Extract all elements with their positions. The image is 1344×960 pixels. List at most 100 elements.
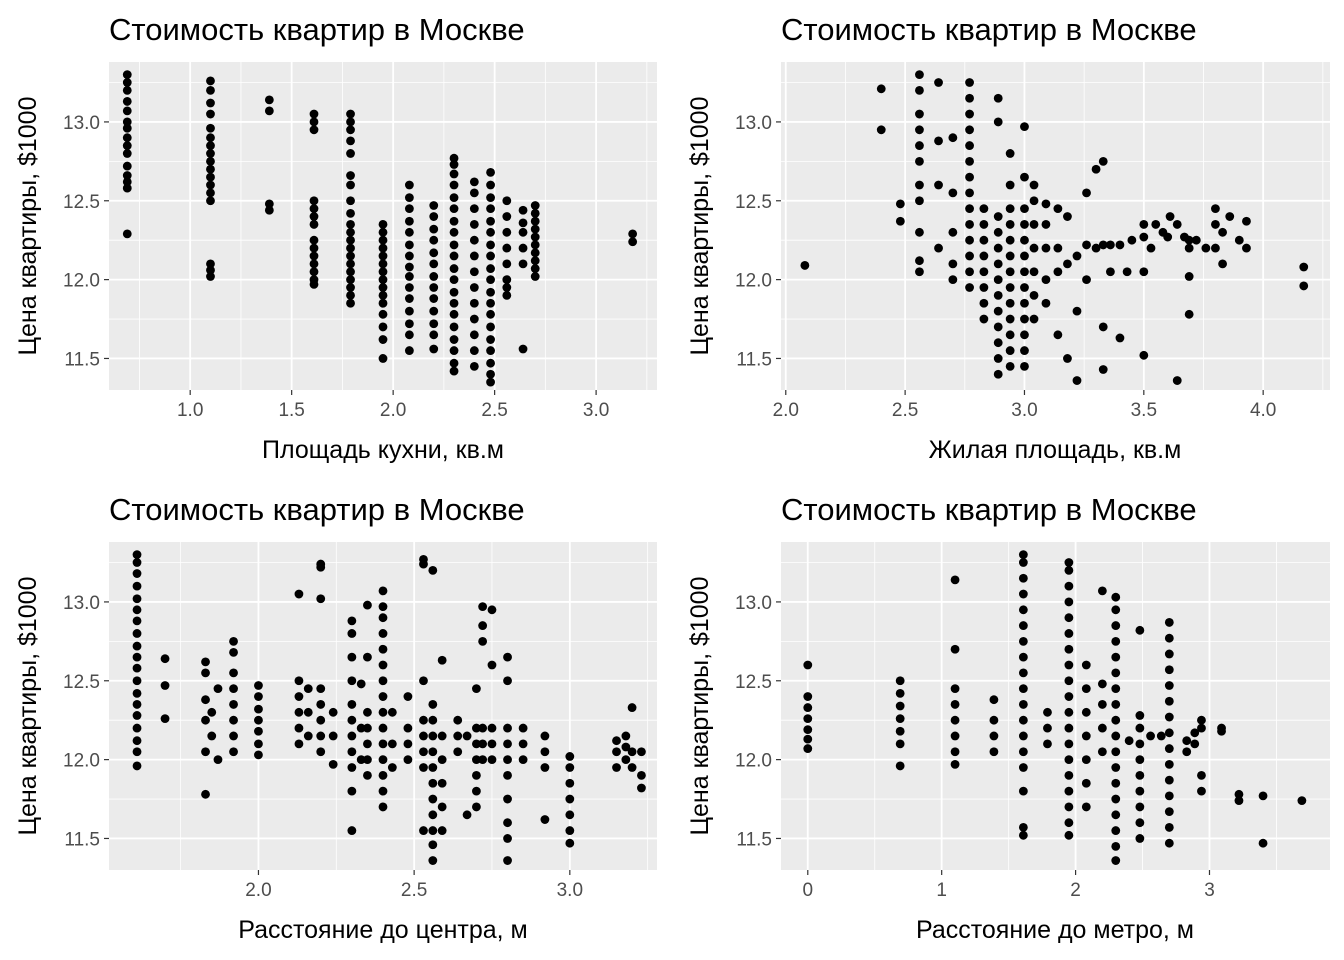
data-point <box>486 240 495 250</box>
data-point <box>1041 243 1051 253</box>
data-point <box>1043 739 1052 749</box>
y-tick-label: 11.5 <box>736 829 772 850</box>
data-point <box>437 778 447 788</box>
y-axis-label: Цена квартиры, $1000 <box>686 577 714 836</box>
data-point <box>1029 290 1039 300</box>
data-point <box>965 125 974 135</box>
data-point <box>404 306 414 316</box>
data-point <box>429 201 439 210</box>
x-axis-label: Расстояние до метро, м <box>916 916 1194 944</box>
data-point <box>1064 830 1074 840</box>
data-point <box>518 259 528 269</box>
data-point <box>1064 802 1074 812</box>
data-point <box>1172 220 1182 229</box>
y-tick-label: 13.0 <box>735 113 772 134</box>
data-point <box>1064 629 1074 638</box>
data-point <box>1111 700 1121 709</box>
data-point <box>346 149 355 158</box>
data-point <box>1172 376 1182 385</box>
data-point <box>122 97 132 106</box>
data-point <box>1018 763 1028 772</box>
data-point <box>1164 681 1174 690</box>
data-point <box>206 141 215 150</box>
y-axis-label: Цена квартиры, $1000 <box>686 97 714 356</box>
data-point <box>229 700 238 709</box>
data-point <box>1098 156 1108 166</box>
data-point <box>469 346 479 355</box>
data-point <box>1165 212 1175 221</box>
data-point <box>428 763 438 772</box>
data-point <box>469 267 479 277</box>
data-point <box>1211 243 1220 253</box>
data-point <box>1258 791 1268 801</box>
y-tick-label: 12.0 <box>63 751 100 772</box>
data-point <box>132 629 142 638</box>
data-point <box>378 723 388 733</box>
data-point <box>469 251 479 261</box>
data-point <box>449 287 459 297</box>
data-point <box>502 275 512 285</box>
data-point <box>378 259 388 269</box>
data-point <box>518 739 528 749</box>
data-point <box>950 684 960 694</box>
data-point <box>404 251 414 261</box>
data-point <box>993 243 1003 253</box>
data-point <box>1115 240 1125 250</box>
data-point <box>565 826 575 835</box>
data-point <box>419 554 428 564</box>
data-point <box>1029 196 1039 206</box>
data-point <box>378 692 388 701</box>
x-tick-label: 3.5 <box>1131 400 1157 421</box>
data-point <box>502 227 512 237</box>
data-point <box>1072 251 1082 261</box>
y-tick-label: 12.0 <box>63 271 100 292</box>
data-point <box>979 204 989 214</box>
data-point <box>1020 298 1029 308</box>
y-axis-ticks: 11.5 12.0 12.5 13.0 <box>63 113 109 370</box>
data-point <box>1111 826 1121 835</box>
data-point <box>122 106 132 116</box>
data-point <box>437 802 447 812</box>
data-point <box>503 794 512 804</box>
data-point <box>1184 235 1194 245</box>
data-point <box>540 815 550 824</box>
data-point <box>979 220 989 229</box>
data-point <box>294 692 304 701</box>
data-point <box>132 558 142 567</box>
data-point <box>229 668 238 678</box>
data-point <box>1190 728 1200 738</box>
data-point <box>1182 736 1192 746</box>
data-point <box>993 369 1003 379</box>
data-point <box>132 641 142 651</box>
data-point <box>530 216 540 226</box>
panel-distance-metro: Стоимость квартир в Москве 0 1 2 3 11.5 12.0… <box>686 492 1330 944</box>
data-point <box>895 216 905 226</box>
data-point <box>621 755 631 765</box>
data-point <box>453 747 463 757</box>
data-point <box>309 235 319 245</box>
panel-distance-center: Стоимость квартир в Москве 2.0 2.5 3.0 11.… <box>14 492 657 944</box>
data-point <box>404 272 414 281</box>
x-tick-label: 1.0 <box>177 400 203 421</box>
data-point <box>404 319 414 329</box>
data-point <box>934 180 943 190</box>
data-point <box>437 655 447 665</box>
data-point <box>1020 267 1029 277</box>
data-point <box>1106 240 1115 250</box>
data-point <box>132 688 142 698</box>
data-point <box>1098 322 1108 332</box>
data-point <box>895 701 905 711</box>
data-point <box>1029 267 1039 277</box>
data-point <box>201 789 210 799</box>
data-point <box>309 109 319 119</box>
data-point <box>1018 550 1028 560</box>
x-axis-ticks: 1.0 1.5 2.0 2.5 3.0 <box>177 390 609 421</box>
data-point <box>309 125 319 135</box>
panel-living-area: Стоимость квартир в Москве 2.0 2.5 3.0 3.5 4… <box>686 12 1330 464</box>
data-point <box>363 707 372 717</box>
data-point <box>213 755 223 765</box>
data-point <box>621 742 631 752</box>
data-point <box>449 275 459 285</box>
data-point <box>419 763 428 772</box>
data-point <box>378 220 388 229</box>
